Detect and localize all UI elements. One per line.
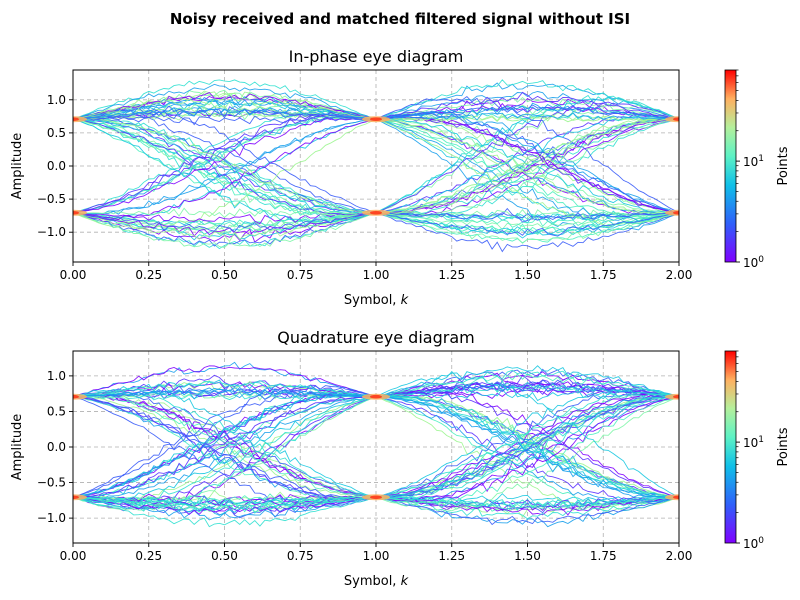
chart-title: Quadrature eye diagram (277, 328, 474, 347)
density-peak-core (73, 117, 79, 121)
x-tick-label: 0.50 (211, 549, 238, 563)
x-tick-label: 0.50 (211, 268, 238, 282)
colorbar-label: Points (776, 427, 791, 466)
density-peak (73, 116, 87, 123)
x-tick-label: 1.00 (363, 549, 390, 563)
y-axis-label: Amplitude (10, 133, 25, 200)
colorbar-ticks: 100 101 (736, 69, 764, 270)
x-tick-label: 1.00 (363, 268, 390, 282)
y-tick-label: −0.5 (37, 192, 66, 206)
x-tick-label: 2.00 (666, 268, 693, 282)
x-tick-label: 0.75 (287, 549, 314, 563)
density-peak-core (370, 211, 382, 215)
density-peak (665, 116, 679, 123)
x-tick-label: 0.25 (135, 549, 162, 563)
eye-traces (73, 361, 679, 528)
x-tick-label: 1.75 (590, 268, 617, 282)
colorbar-tick-label: 101 (743, 435, 764, 450)
quadrature-eye-panel: Quadrature eye diagram 0.00 0.25 0.50 0.75 1… (10, 328, 791, 589)
chart-title: In-phase eye diagram (289, 47, 464, 66)
y-tick-label: 0.0 (47, 159, 66, 173)
colorbar-label: Points (776, 146, 791, 185)
x-tick-label: 0.25 (135, 268, 162, 282)
density-peak-core (673, 394, 679, 399)
x-tick-label: 2.00 (666, 549, 693, 563)
density-peak-core (73, 394, 79, 399)
density-peak-core (673, 117, 679, 121)
density-peak-core (73, 211, 79, 215)
colorbar-gradient (724, 350, 737, 544)
x-axis-ticks: 0.00 0.25 0.50 0.75 1.00 1.25 1.50 1.75 2.00 (60, 543, 693, 563)
eye-traces (73, 79, 679, 253)
colorbar-ticks: 100 101 (736, 350, 764, 551)
y-tick-label: −0.5 (37, 476, 66, 490)
y-tick-label: 1.0 (47, 369, 66, 383)
density-peak (73, 494, 87, 501)
density-peak-core (73, 495, 79, 500)
density-peak (665, 494, 679, 501)
density-peak-core (370, 495, 382, 500)
x-tick-label: 0.00 (60, 549, 87, 563)
density-peak (73, 209, 87, 216)
x-tick-label: 1.25 (438, 268, 465, 282)
x-tick-label: 1.25 (438, 549, 465, 563)
y-tick-label: −1.0 (37, 511, 66, 525)
colorbar-tick-label: 100 (743, 536, 764, 551)
y-tick-label: 0.5 (47, 126, 66, 140)
colorbar-tick-label: 100 (743, 255, 764, 270)
x-axis-ticks: 0.00 0.25 0.50 0.75 1.00 1.25 1.50 1.75 2.00 (60, 262, 693, 282)
y-tick-label: 1.0 (47, 93, 66, 107)
x-tick-label: 1.50 (514, 268, 541, 282)
colorbar: 100 101 Points (724, 350, 791, 551)
colorbar: 100 101 Points (724, 69, 791, 270)
density-peak-core (673, 495, 679, 500)
x-tick-label: 0.00 (60, 268, 87, 282)
x-axis-label: Symbol, k (344, 293, 409, 308)
density-peak-core (370, 117, 382, 121)
density-peak-core (673, 211, 679, 215)
y-axis-label: Amplitude (10, 414, 25, 481)
x-tick-label: 1.50 (514, 549, 541, 563)
density-peak-core (370, 394, 382, 399)
figure-suptitle: Noisy received and matched filtered sign… (170, 10, 630, 28)
y-tick-label: 0.0 (47, 440, 66, 454)
density-peak (665, 209, 679, 216)
colorbar-tick-label: 101 (743, 154, 764, 169)
y-tick-label: −1.0 (37, 225, 66, 239)
colorbar-gradient (724, 69, 737, 263)
x-axis-label: Symbol, k (344, 574, 409, 589)
in-phase-eye-panel: In-phase eye diagram 0.00 0.25 0.50 0.75 1.0… (10, 47, 791, 308)
y-axis-ticks: 1.0 0.5 0.0 −0.5 −1.0 (37, 93, 73, 239)
x-tick-label: 0.75 (287, 268, 314, 282)
x-tick-label: 1.75 (590, 549, 617, 563)
y-tick-label: 0.5 (47, 404, 66, 418)
density-peak (73, 393, 87, 400)
y-axis-ticks: 1.0 0.5 0.0 −0.5 −1.0 (37, 369, 73, 525)
density-peak (665, 393, 679, 400)
